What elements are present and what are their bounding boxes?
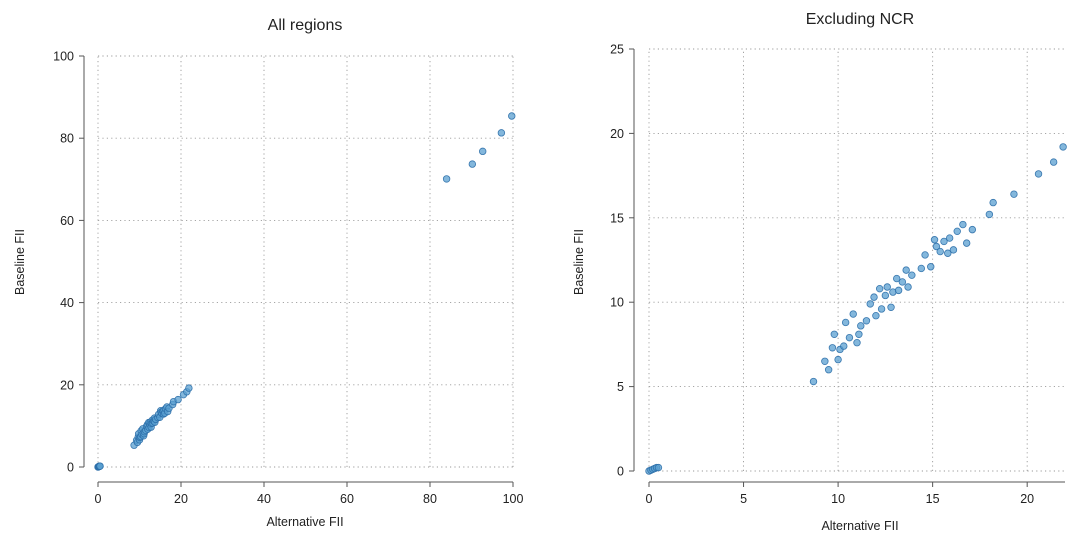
scatter-point xyxy=(893,274,901,283)
scatter-point xyxy=(917,264,925,273)
scatter-point xyxy=(870,293,878,301)
scatter-point xyxy=(902,266,910,274)
scatter-point xyxy=(932,242,941,251)
scatter-point xyxy=(1059,143,1067,151)
y-tick-label: 5 xyxy=(617,380,624,394)
scatter-point xyxy=(442,175,451,183)
scatter-point xyxy=(989,198,997,207)
scatter-point xyxy=(953,227,961,236)
y-tick-label: 0 xyxy=(617,465,624,479)
scatter-point xyxy=(936,247,944,256)
y-tick-label: 0 xyxy=(67,461,74,475)
scatter-point xyxy=(468,160,477,168)
scatter-points xyxy=(645,143,1067,475)
scatter-point xyxy=(1010,190,1018,198)
y-tick-label: 100 xyxy=(53,50,74,64)
scatter-point xyxy=(828,344,837,352)
x-tick-label: 0 xyxy=(646,492,653,506)
scatter-point xyxy=(834,355,842,364)
scatter-point xyxy=(944,249,952,257)
scatter-point xyxy=(174,395,182,404)
scatter-point xyxy=(862,317,871,325)
scatter-point xyxy=(881,291,890,300)
scatter-point xyxy=(945,234,954,242)
x-tick-label: 60 xyxy=(340,492,354,506)
chart-panel-all-regions: All regions Alternative FII Baseline FII… xyxy=(13,17,523,529)
chart-title: Excluding NCR xyxy=(806,11,914,28)
y-tick-label: 10 xyxy=(610,296,624,310)
chart-panel-excluding-ncr: Excluding NCR Alternative FII Baseline F… xyxy=(572,11,1067,533)
grid xyxy=(97,55,514,468)
scatter-point xyxy=(96,462,104,470)
scatter-point xyxy=(898,278,907,286)
scatter-point xyxy=(654,463,663,472)
scatter-points xyxy=(94,112,516,471)
grid xyxy=(648,48,1065,472)
axes: 0 5 10 15 20 0 5 10 15 20 25 xyxy=(610,43,1065,506)
scatter-point xyxy=(875,284,884,293)
y-tick-label: 60 xyxy=(60,214,74,228)
scatter-point xyxy=(962,239,971,247)
scatter-point xyxy=(877,305,886,313)
scatter-point xyxy=(872,312,880,320)
x-axis-label: Alternative FII xyxy=(266,515,343,529)
y-axis-label: Baseline FII xyxy=(13,229,27,295)
x-tick-label: 0 xyxy=(95,492,102,506)
scatter-point xyxy=(845,333,854,342)
y-tick-label: 80 xyxy=(60,132,74,146)
scatter-point xyxy=(904,283,912,291)
y-tick-label: 20 xyxy=(60,378,74,392)
scatter-point xyxy=(866,300,874,308)
scatter-point xyxy=(968,225,977,234)
scatter-point xyxy=(927,263,935,271)
x-tick-label: 100 xyxy=(503,492,524,506)
scatter-point xyxy=(883,283,891,291)
scatter-point xyxy=(855,330,863,338)
y-axis-label: Baseline FII xyxy=(572,229,586,295)
scatter-point xyxy=(853,339,861,347)
scatter-point xyxy=(985,210,994,219)
x-tick-label: 10 xyxy=(831,492,845,506)
chart-title: All regions xyxy=(268,17,343,34)
x-tick-label: 80 xyxy=(423,492,437,506)
scatter-point xyxy=(949,246,958,254)
scatter-point xyxy=(887,303,895,311)
scatter-point xyxy=(809,377,818,386)
scatter-point xyxy=(857,322,865,330)
scatter-point xyxy=(821,357,829,365)
scatter-point xyxy=(908,271,916,279)
x-axis-label: Alternative FII xyxy=(821,519,898,533)
y-tick-label: 40 xyxy=(60,296,74,310)
x-tick-label: 40 xyxy=(257,492,271,506)
scatter-point xyxy=(1034,170,1043,178)
scatter-point xyxy=(497,129,506,137)
scatter-point xyxy=(940,237,948,246)
x-tick-label: 20 xyxy=(174,492,188,506)
scatter-point xyxy=(849,310,857,318)
scatter-point xyxy=(840,342,848,350)
scatter-point xyxy=(185,384,193,392)
scatter-point xyxy=(841,318,850,327)
scatter-point xyxy=(894,286,903,295)
scatter-point xyxy=(508,112,516,120)
x-tick-label: 20 xyxy=(1020,492,1034,506)
scatter-point xyxy=(921,251,929,259)
x-tick-label: 5 xyxy=(740,492,747,506)
y-tick-label: 20 xyxy=(610,127,624,141)
scatter-point xyxy=(959,220,967,229)
scatter-point xyxy=(830,330,839,338)
scatter-point xyxy=(930,236,939,244)
scatter-point xyxy=(479,147,487,156)
y-tick-label: 15 xyxy=(610,211,624,225)
x-tick-label: 15 xyxy=(926,492,940,506)
axes: 0 20 40 60 80 100 0 20 40 60 80 100 xyxy=(53,50,523,507)
scatter-point xyxy=(824,366,833,374)
y-tick-label: 25 xyxy=(610,43,624,57)
scatter-point xyxy=(1049,158,1058,166)
